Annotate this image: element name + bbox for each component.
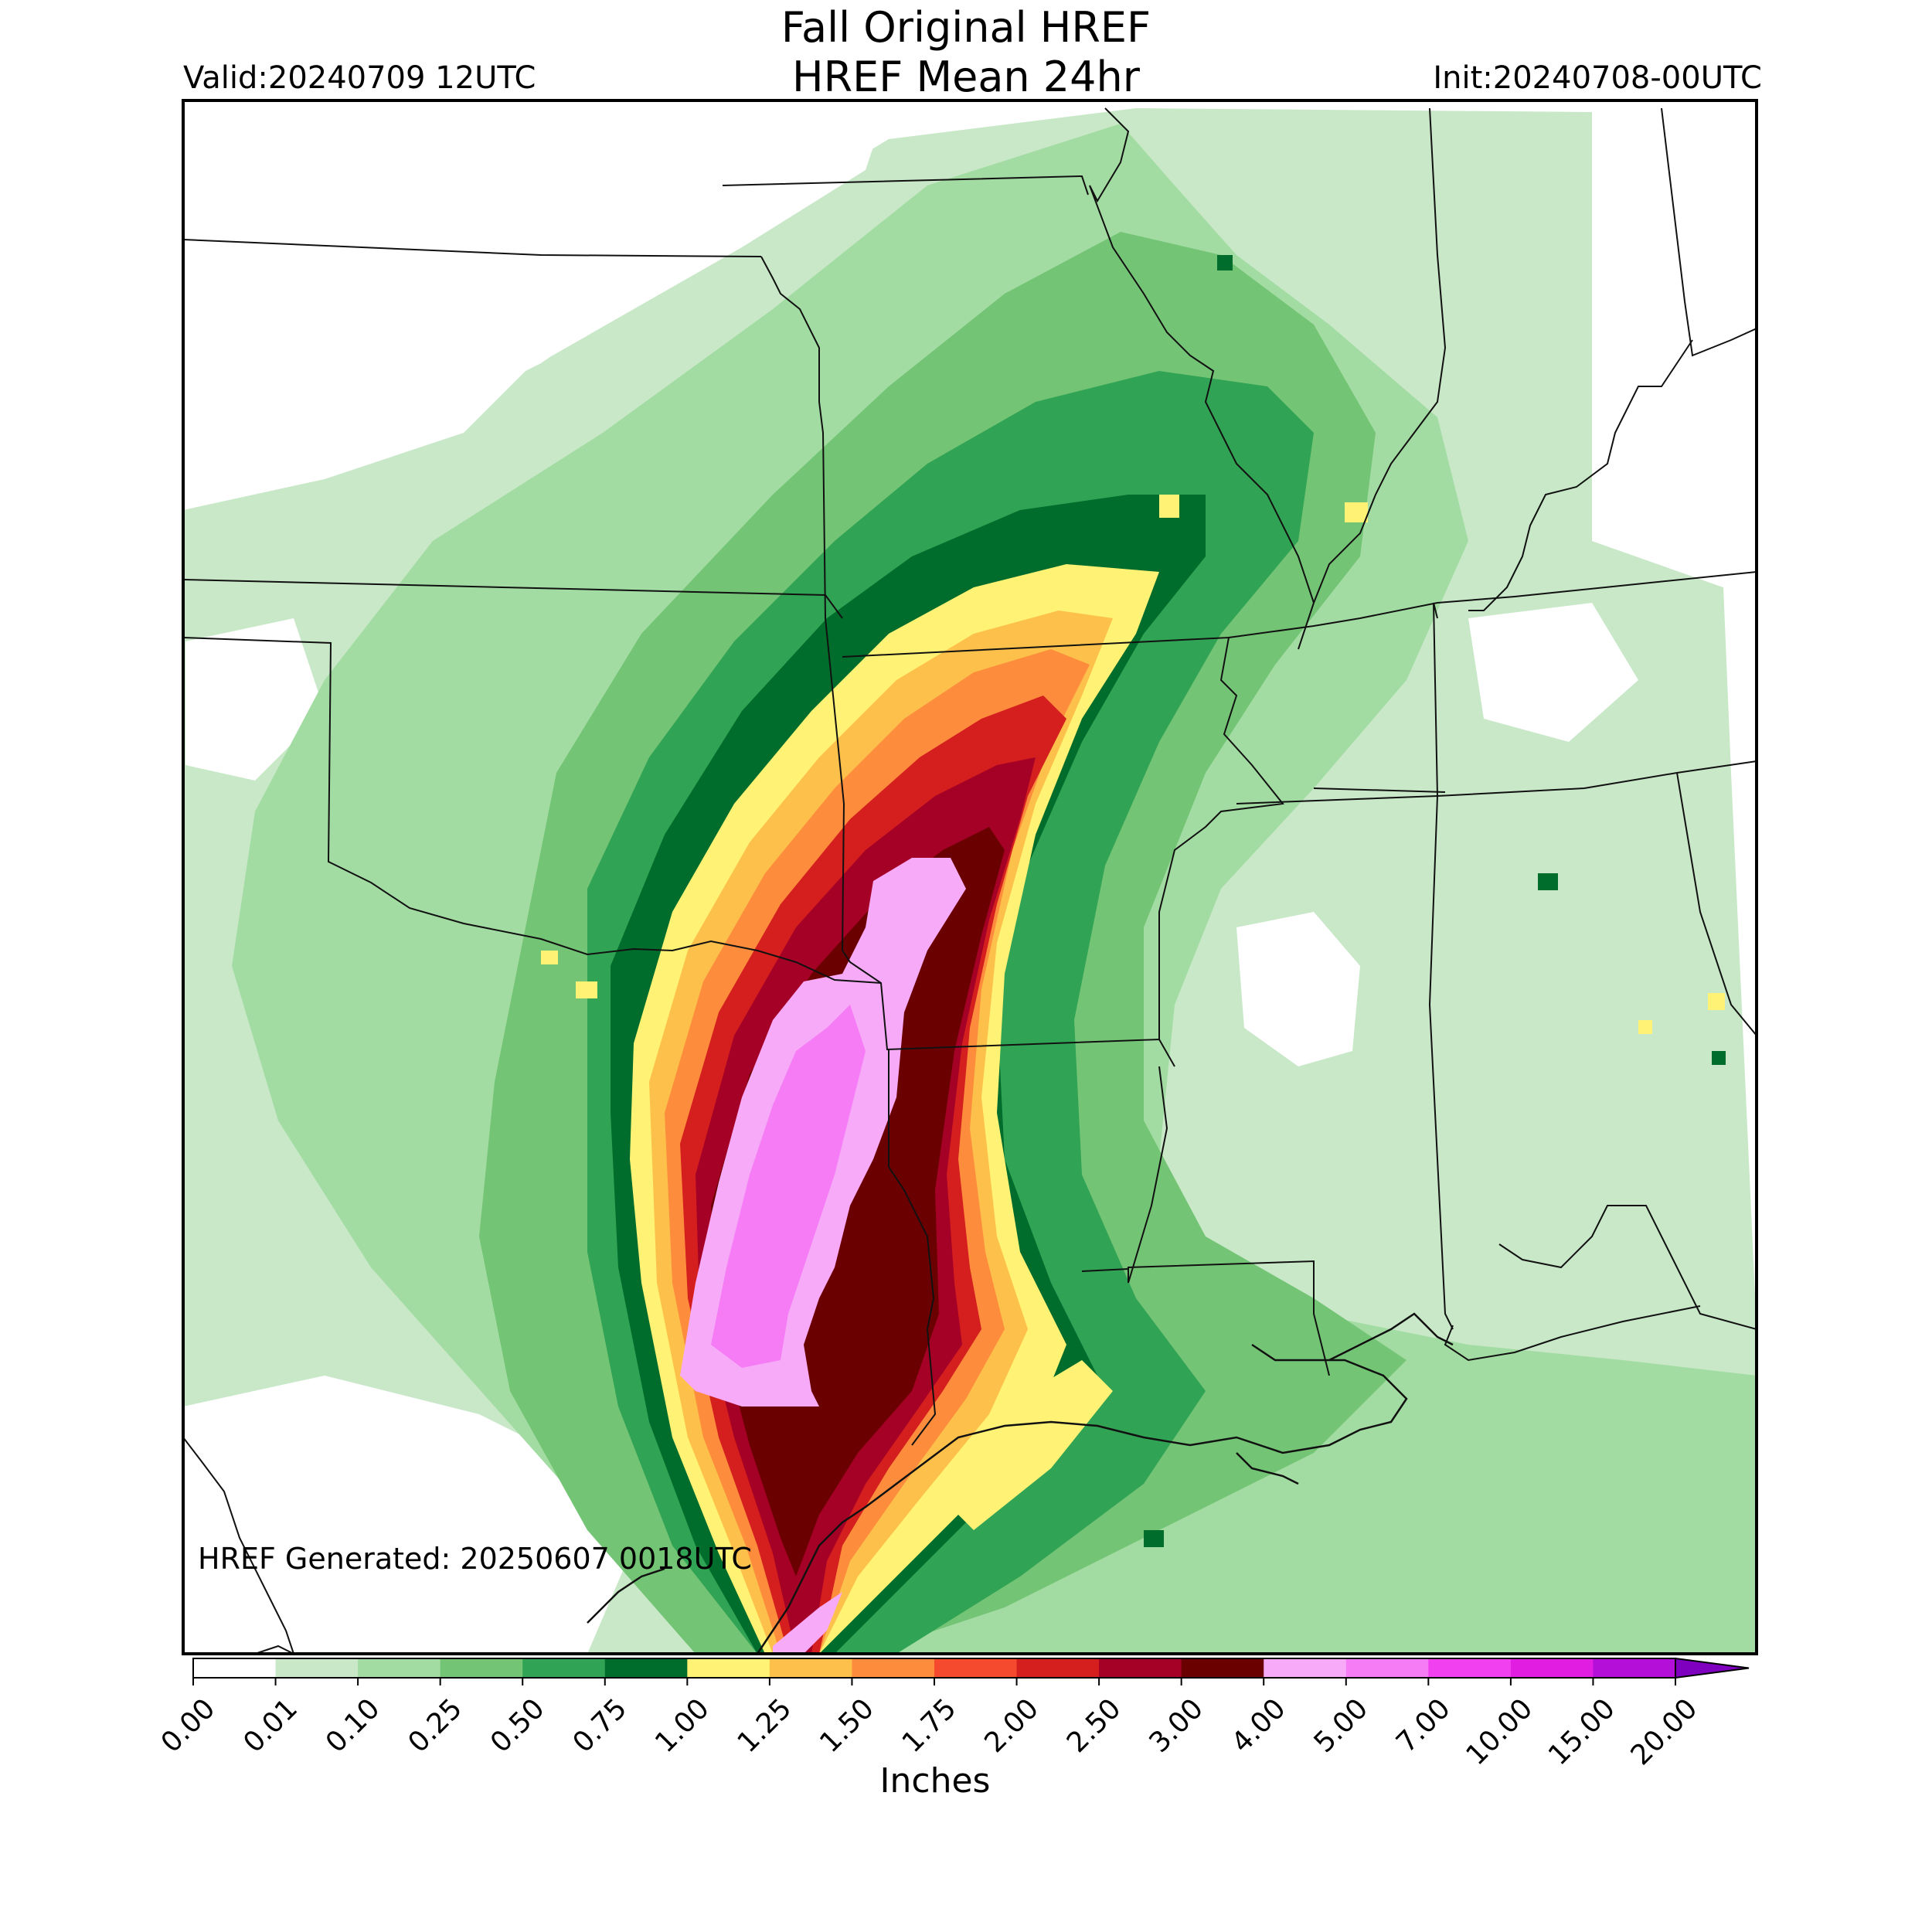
dry-patch-ms <box>1236 912 1360 1066</box>
colorbar-tick-label: 5.00 <box>1308 1692 1375 1759</box>
precip-speckles <box>541 495 1725 1034</box>
colorbar-tick-label: 1.75 <box>896 1692 963 1759</box>
colorbar-segment <box>769 1658 852 1678</box>
colorbar-extend-arrow <box>1675 1657 1750 1679</box>
colorbar-segment <box>687 1658 770 1678</box>
dry-area-east <box>1592 108 1757 587</box>
colorbar-segment <box>358 1658 441 1678</box>
colorbar-segment <box>1016 1658 1100 1678</box>
colorbar-tick-label: 0.25 <box>402 1692 468 1759</box>
colorbar-tick-label: 0.50 <box>485 1692 551 1759</box>
dry-area-north <box>183 100 889 510</box>
colorbar-tick-label: 10.00 <box>1460 1692 1539 1771</box>
colorbar-segment <box>1510 1658 1594 1678</box>
colorbar-tick-label: 2.50 <box>1061 1692 1128 1759</box>
chart-title-line2: HREF Mean 24hr <box>792 53 1140 101</box>
init-time-label: Init:20240708-00UTC <box>1433 60 1762 96</box>
colorbar-tick-label: 0.75 <box>567 1692 634 1759</box>
colorbar-tick-label: 20.00 <box>1625 1692 1704 1771</box>
dry-patch-ks <box>185 618 325 781</box>
precip-4.00-coast <box>773 1592 842 1654</box>
colorbar-tick-label: 1.00 <box>649 1692 716 1759</box>
colorbar-segments <box>192 1657 1750 1679</box>
dry-patch-ky <box>1468 603 1638 742</box>
colorbar-segment <box>1593 1658 1676 1678</box>
colorbar-segment <box>1428 1658 1512 1678</box>
gulf-coastline <box>587 1312 1454 1654</box>
colorbar-tick-label: 0.01 <box>237 1692 304 1759</box>
colorbar-segment <box>1099 1658 1182 1678</box>
colorbar-segment <box>275 1658 359 1678</box>
precip-5.00 <box>711 1005 866 1368</box>
generated-label: HREF Generated: 20250607 0018UTC <box>198 1542 752 1576</box>
colorbar-units-label: Inches <box>879 1761 991 1801</box>
colorbar-segment <box>522 1658 606 1678</box>
colorbar-tick-label: 1.50 <box>814 1692 880 1759</box>
colorbar-segment <box>852 1658 935 1678</box>
colorbar-tick-label: 0.00 <box>155 1692 222 1759</box>
precip-field <box>183 100 1757 1654</box>
colorbar-tick-label: 1.25 <box>732 1692 798 1759</box>
colorbar-segment <box>604 1658 688 1678</box>
colorbar-tick-label: 7.00 <box>1390 1692 1457 1759</box>
colorbar-segment <box>934 1658 1018 1678</box>
colorbar-segment <box>1181 1658 1264 1678</box>
colorbar-tick-label: 4.00 <box>1226 1692 1292 1759</box>
colorbar-tick-label: 3.00 <box>1143 1692 1209 1759</box>
colorbar-segment <box>193 1658 277 1678</box>
colorbar-segment <box>440 1658 523 1678</box>
precip-dark-speckles <box>1144 255 1726 1547</box>
colorbar-segment <box>1345 1658 1429 1678</box>
chart-title-line1: Fall Original HREF <box>781 3 1151 52</box>
dry-area-sw <box>183 1376 634 1654</box>
colorbar-tick-labels: 0.00 0.01 0.10 0.25 0.50 0.75 1.00 1.25 1.50 1.75… <box>155 1692 1704 1771</box>
colorbar-tick-label: 0.10 <box>320 1692 386 1759</box>
state-boundaries <box>183 107 1757 1654</box>
colorbar-tick-label: 15.00 <box>1543 1692 1621 1771</box>
colorbar-tick-label: 2.00 <box>978 1692 1045 1759</box>
precip-1.00-band <box>943 1360 1113 1530</box>
map-frame <box>182 99 1758 1655</box>
colorbar-segment <box>1264 1658 1347 1678</box>
valid-time-label: Valid:20240709 12UTC <box>183 60 536 96</box>
colorbar-ticks <box>192 1678 1676 1685</box>
